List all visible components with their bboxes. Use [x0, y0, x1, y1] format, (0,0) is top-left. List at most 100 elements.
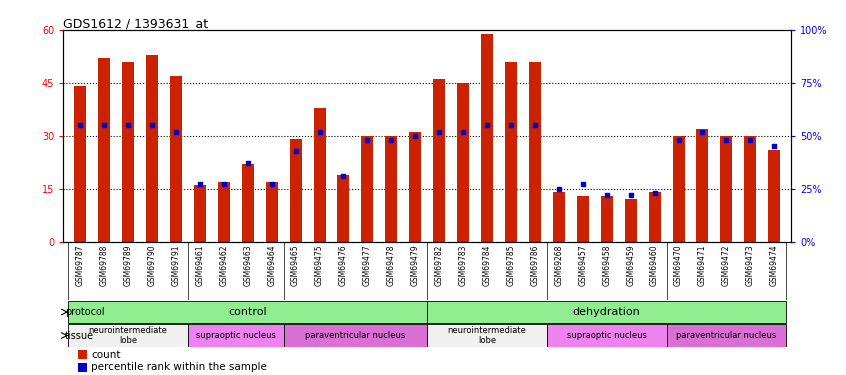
Text: GSM69474: GSM69474 [770, 244, 779, 286]
Bar [433, 80, 445, 242]
Bar [78, 363, 87, 372]
Text: GSM69787: GSM69787 [75, 244, 85, 286]
Text: GSM69465: GSM69465 [291, 244, 300, 286]
Bar [505, 62, 517, 242]
Point [97, 122, 111, 128]
Point [74, 122, 87, 128]
Text: GSM69784: GSM69784 [482, 244, 492, 286]
Bar [553, 192, 565, 242]
Bar [338, 174, 349, 242]
Text: GSM69476: GSM69476 [339, 244, 348, 286]
Text: supraoptic nucleus: supraoptic nucleus [567, 331, 646, 340]
Point [672, 137, 685, 143]
Text: GSM69457: GSM69457 [579, 244, 587, 286]
Text: GSM69791: GSM69791 [172, 244, 180, 286]
Point [288, 148, 302, 154]
Bar [242, 164, 254, 242]
Bar [744, 136, 756, 242]
Bar [314, 108, 326, 242]
Text: protocol: protocol [64, 307, 104, 317]
Text: GSM69479: GSM69479 [411, 244, 420, 286]
Bar [289, 139, 301, 242]
Text: control: control [228, 307, 267, 317]
Text: GSM69785: GSM69785 [507, 244, 515, 286]
Bar [547, 324, 667, 347]
Bar [624, 199, 637, 242]
Bar [529, 62, 541, 242]
Point [552, 186, 566, 192]
Point [169, 129, 183, 135]
Point [217, 182, 231, 188]
Point [744, 137, 757, 143]
Text: neurointermediate
lobe: neurointermediate lobe [448, 326, 526, 345]
Bar [170, 76, 182, 242]
Point [193, 182, 206, 188]
Bar [649, 192, 661, 242]
Point [576, 182, 590, 188]
Text: GSM69475: GSM69475 [315, 244, 324, 286]
Bar [696, 129, 708, 242]
Point [528, 122, 541, 128]
Text: paraventricular nucleus: paraventricular nucleus [676, 331, 777, 340]
Bar [78, 350, 87, 359]
Bar [409, 132, 421, 242]
Bar [427, 301, 786, 323]
Bar [481, 33, 493, 242]
Point [313, 129, 327, 135]
Bar [98, 58, 110, 242]
Point [695, 129, 709, 135]
Text: GSM69464: GSM69464 [267, 244, 276, 286]
Point [767, 143, 781, 149]
Text: GSM69470: GSM69470 [674, 244, 683, 286]
Bar [74, 86, 86, 242]
Point [121, 122, 135, 128]
Bar [69, 301, 427, 323]
Bar [427, 324, 547, 347]
Text: GDS1612 / 1393631_at: GDS1612 / 1393631_at [63, 17, 209, 30]
Point [432, 129, 446, 135]
Bar [361, 136, 373, 242]
Text: GSM69789: GSM69789 [124, 244, 133, 286]
Text: GSM69478: GSM69478 [387, 244, 396, 286]
Bar [721, 136, 733, 242]
Bar [217, 182, 230, 242]
Bar [457, 83, 470, 242]
Bar [601, 196, 613, 242]
Bar [266, 182, 277, 242]
Bar [385, 136, 398, 242]
Text: GSM69790: GSM69790 [147, 244, 157, 286]
Text: tissue: tissue [64, 330, 94, 340]
Text: GSM69477: GSM69477 [363, 244, 372, 286]
Point [146, 122, 159, 128]
Point [385, 137, 398, 143]
Bar [768, 150, 780, 242]
Text: GSM69788: GSM69788 [100, 244, 108, 286]
Bar [673, 136, 684, 242]
Point [265, 182, 278, 188]
Bar [667, 324, 786, 347]
Bar [122, 62, 134, 242]
Bar [194, 185, 206, 242]
Text: count: count [91, 350, 121, 360]
Bar [188, 324, 283, 347]
Point [648, 190, 662, 196]
Text: GSM69458: GSM69458 [602, 244, 611, 286]
Text: paraventricular nucleus: paraventricular nucleus [305, 331, 405, 340]
Point [481, 122, 494, 128]
Text: GSM69460: GSM69460 [650, 244, 659, 286]
Point [504, 122, 518, 128]
Text: percentile rank within the sample: percentile rank within the sample [91, 363, 267, 372]
Text: dehydration: dehydration [573, 307, 640, 317]
Point [241, 160, 255, 166]
Point [624, 192, 637, 198]
Text: GSM69459: GSM69459 [626, 244, 635, 286]
Point [409, 133, 422, 139]
Text: GSM69462: GSM69462 [219, 244, 228, 286]
Bar [146, 55, 158, 242]
Text: GSM69461: GSM69461 [195, 244, 205, 286]
Point [720, 137, 733, 143]
Text: GSM69471: GSM69471 [698, 244, 707, 286]
Text: GSM69268: GSM69268 [554, 244, 563, 286]
Text: GSM69782: GSM69782 [435, 244, 443, 286]
Bar [577, 196, 589, 242]
